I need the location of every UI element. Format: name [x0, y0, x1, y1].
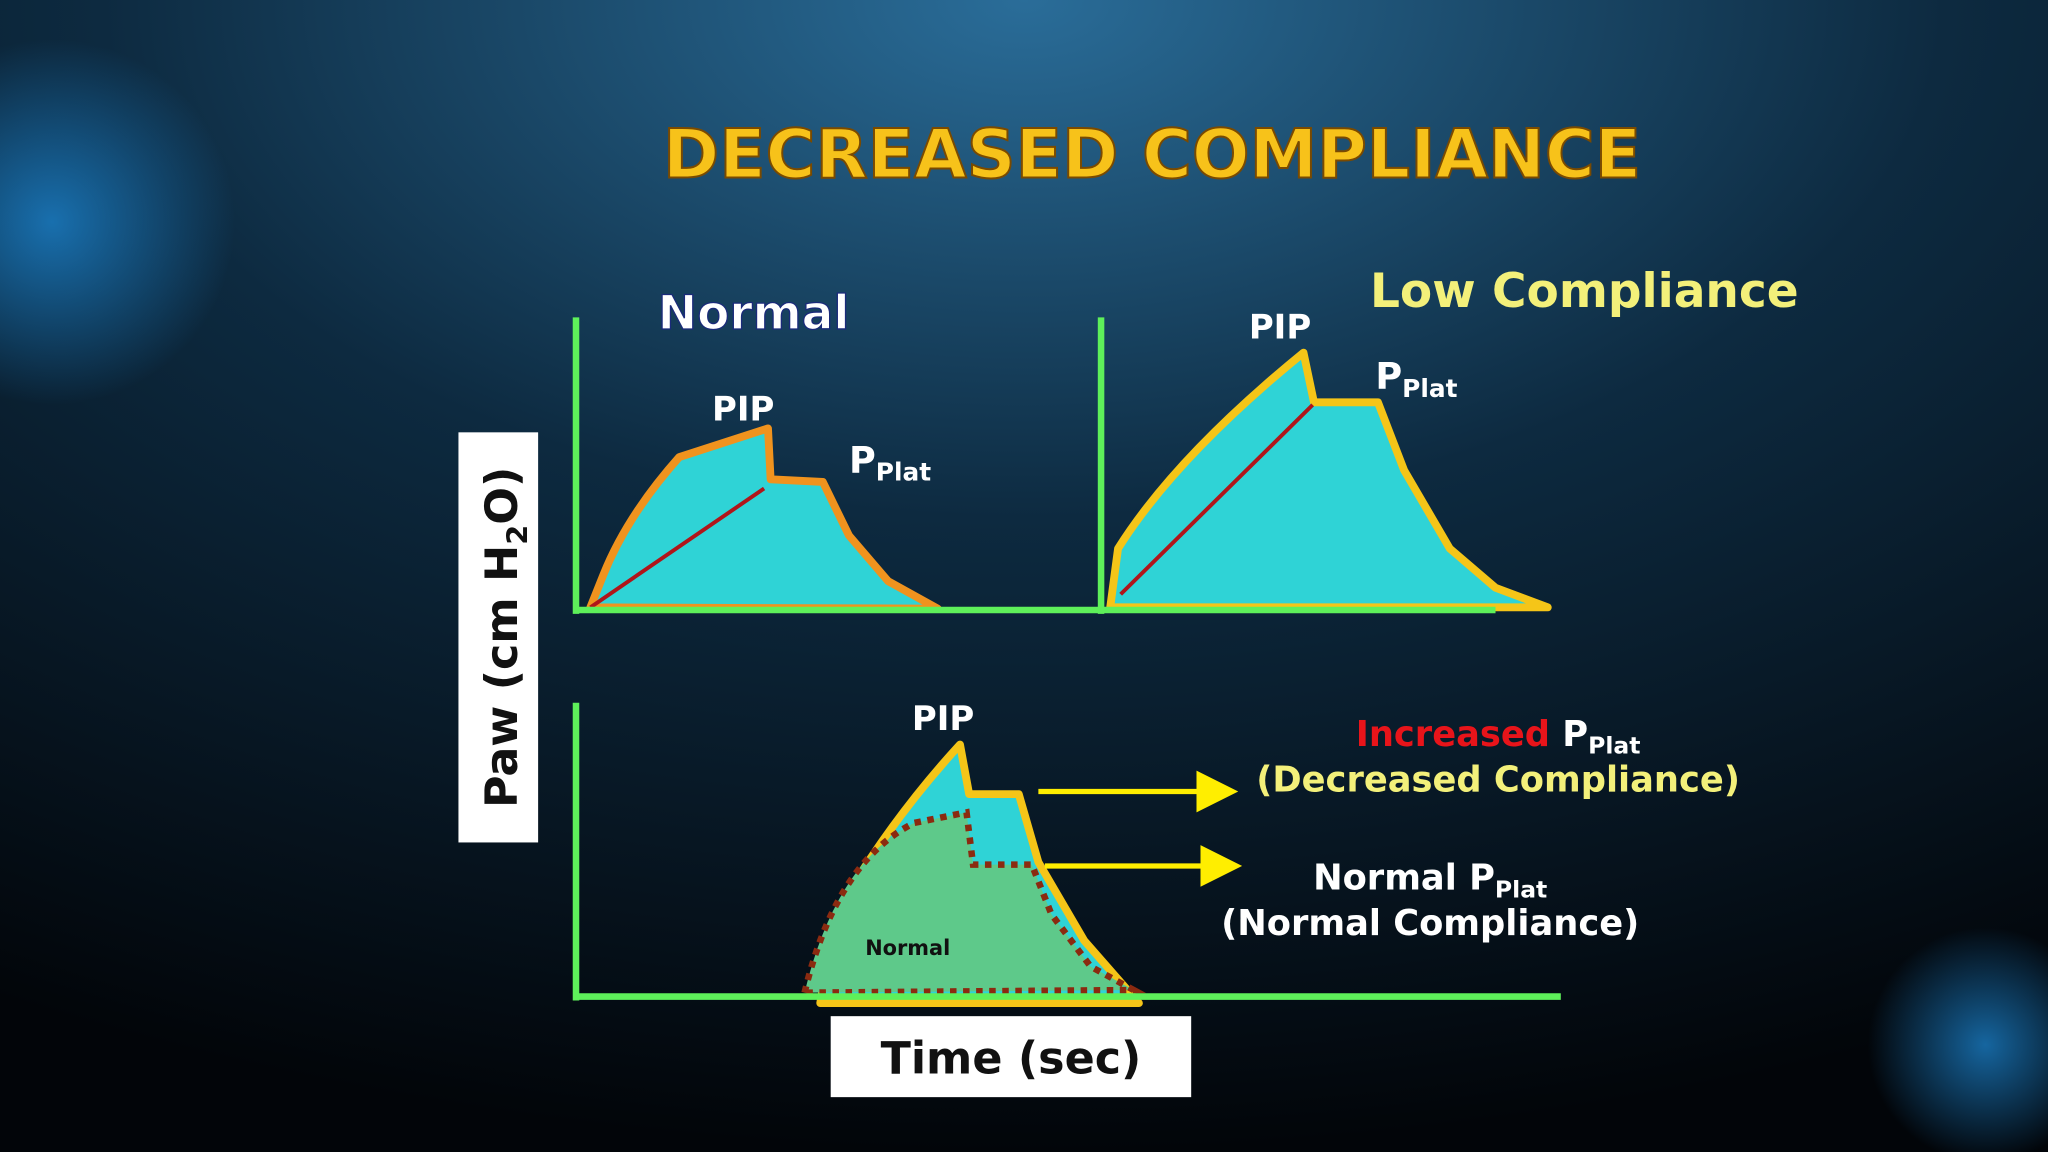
area-label: Normal — [865, 936, 950, 960]
low-compliance-panel: Low Compliance PIP PPlat — [1097, 264, 1799, 614]
p: P — [1375, 355, 1402, 398]
pplat-label: PPlat — [849, 439, 931, 487]
comparison-panel: PIP Normal Increased PPlat (Decreased Co… — [572, 699, 1740, 1008]
pip-label: PIP — [712, 390, 774, 430]
subscript: Plat — [1495, 875, 1547, 903]
annotation: Normal PPlat — [1313, 857, 1547, 903]
p: P — [1469, 857, 1495, 898]
prefix: Increased — [1356, 714, 1550, 755]
p: P — [1562, 714, 1588, 755]
y-label-box — [458, 432, 539, 843]
annotation-line2: (Decreased Compliance) — [1256, 760, 1740, 801]
subscript: Plat — [1588, 732, 1640, 760]
subscript: Plat — [876, 458, 931, 487]
normal-panel: Normal PIP PPlat — [572, 285, 1102, 614]
waveform — [1106, 348, 1552, 612]
compliance-line — [589, 486, 766, 609]
subscript: 2 — [501, 525, 535, 545]
annotation: Increased PPlat — [1356, 714, 1641, 760]
y-axis-label: Paw (cm H2O) — [477, 467, 534, 808]
panel-label: Low Compliance — [1370, 264, 1799, 319]
prefix: Normal — [1313, 857, 1457, 898]
title: DECREASED COMPLIANCE — [663, 116, 1641, 195]
annotation-line2: (Normal Compliance) — [1221, 903, 1639, 944]
x-axis-label: Time (sec) — [881, 1034, 1142, 1085]
decoration — [1867, 927, 2048, 1152]
pip-label: PIP — [912, 699, 974, 739]
p: P — [849, 439, 876, 482]
decoration — [0, 39, 236, 405]
x-label-box — [830, 1016, 1192, 1098]
end: O) — [477, 467, 528, 525]
subscript: Plat — [1402, 374, 1457, 403]
pip-label: PIP — [1249, 307, 1311, 347]
panel-label: Normal — [658, 286, 850, 341]
normal-waveform — [800, 808, 1147, 996]
pplat-label: PPlat — [1375, 355, 1457, 403]
waveform — [586, 424, 942, 613]
main: Paw (cm H — [477, 545, 528, 808]
compliance-line — [1119, 403, 1315, 596]
